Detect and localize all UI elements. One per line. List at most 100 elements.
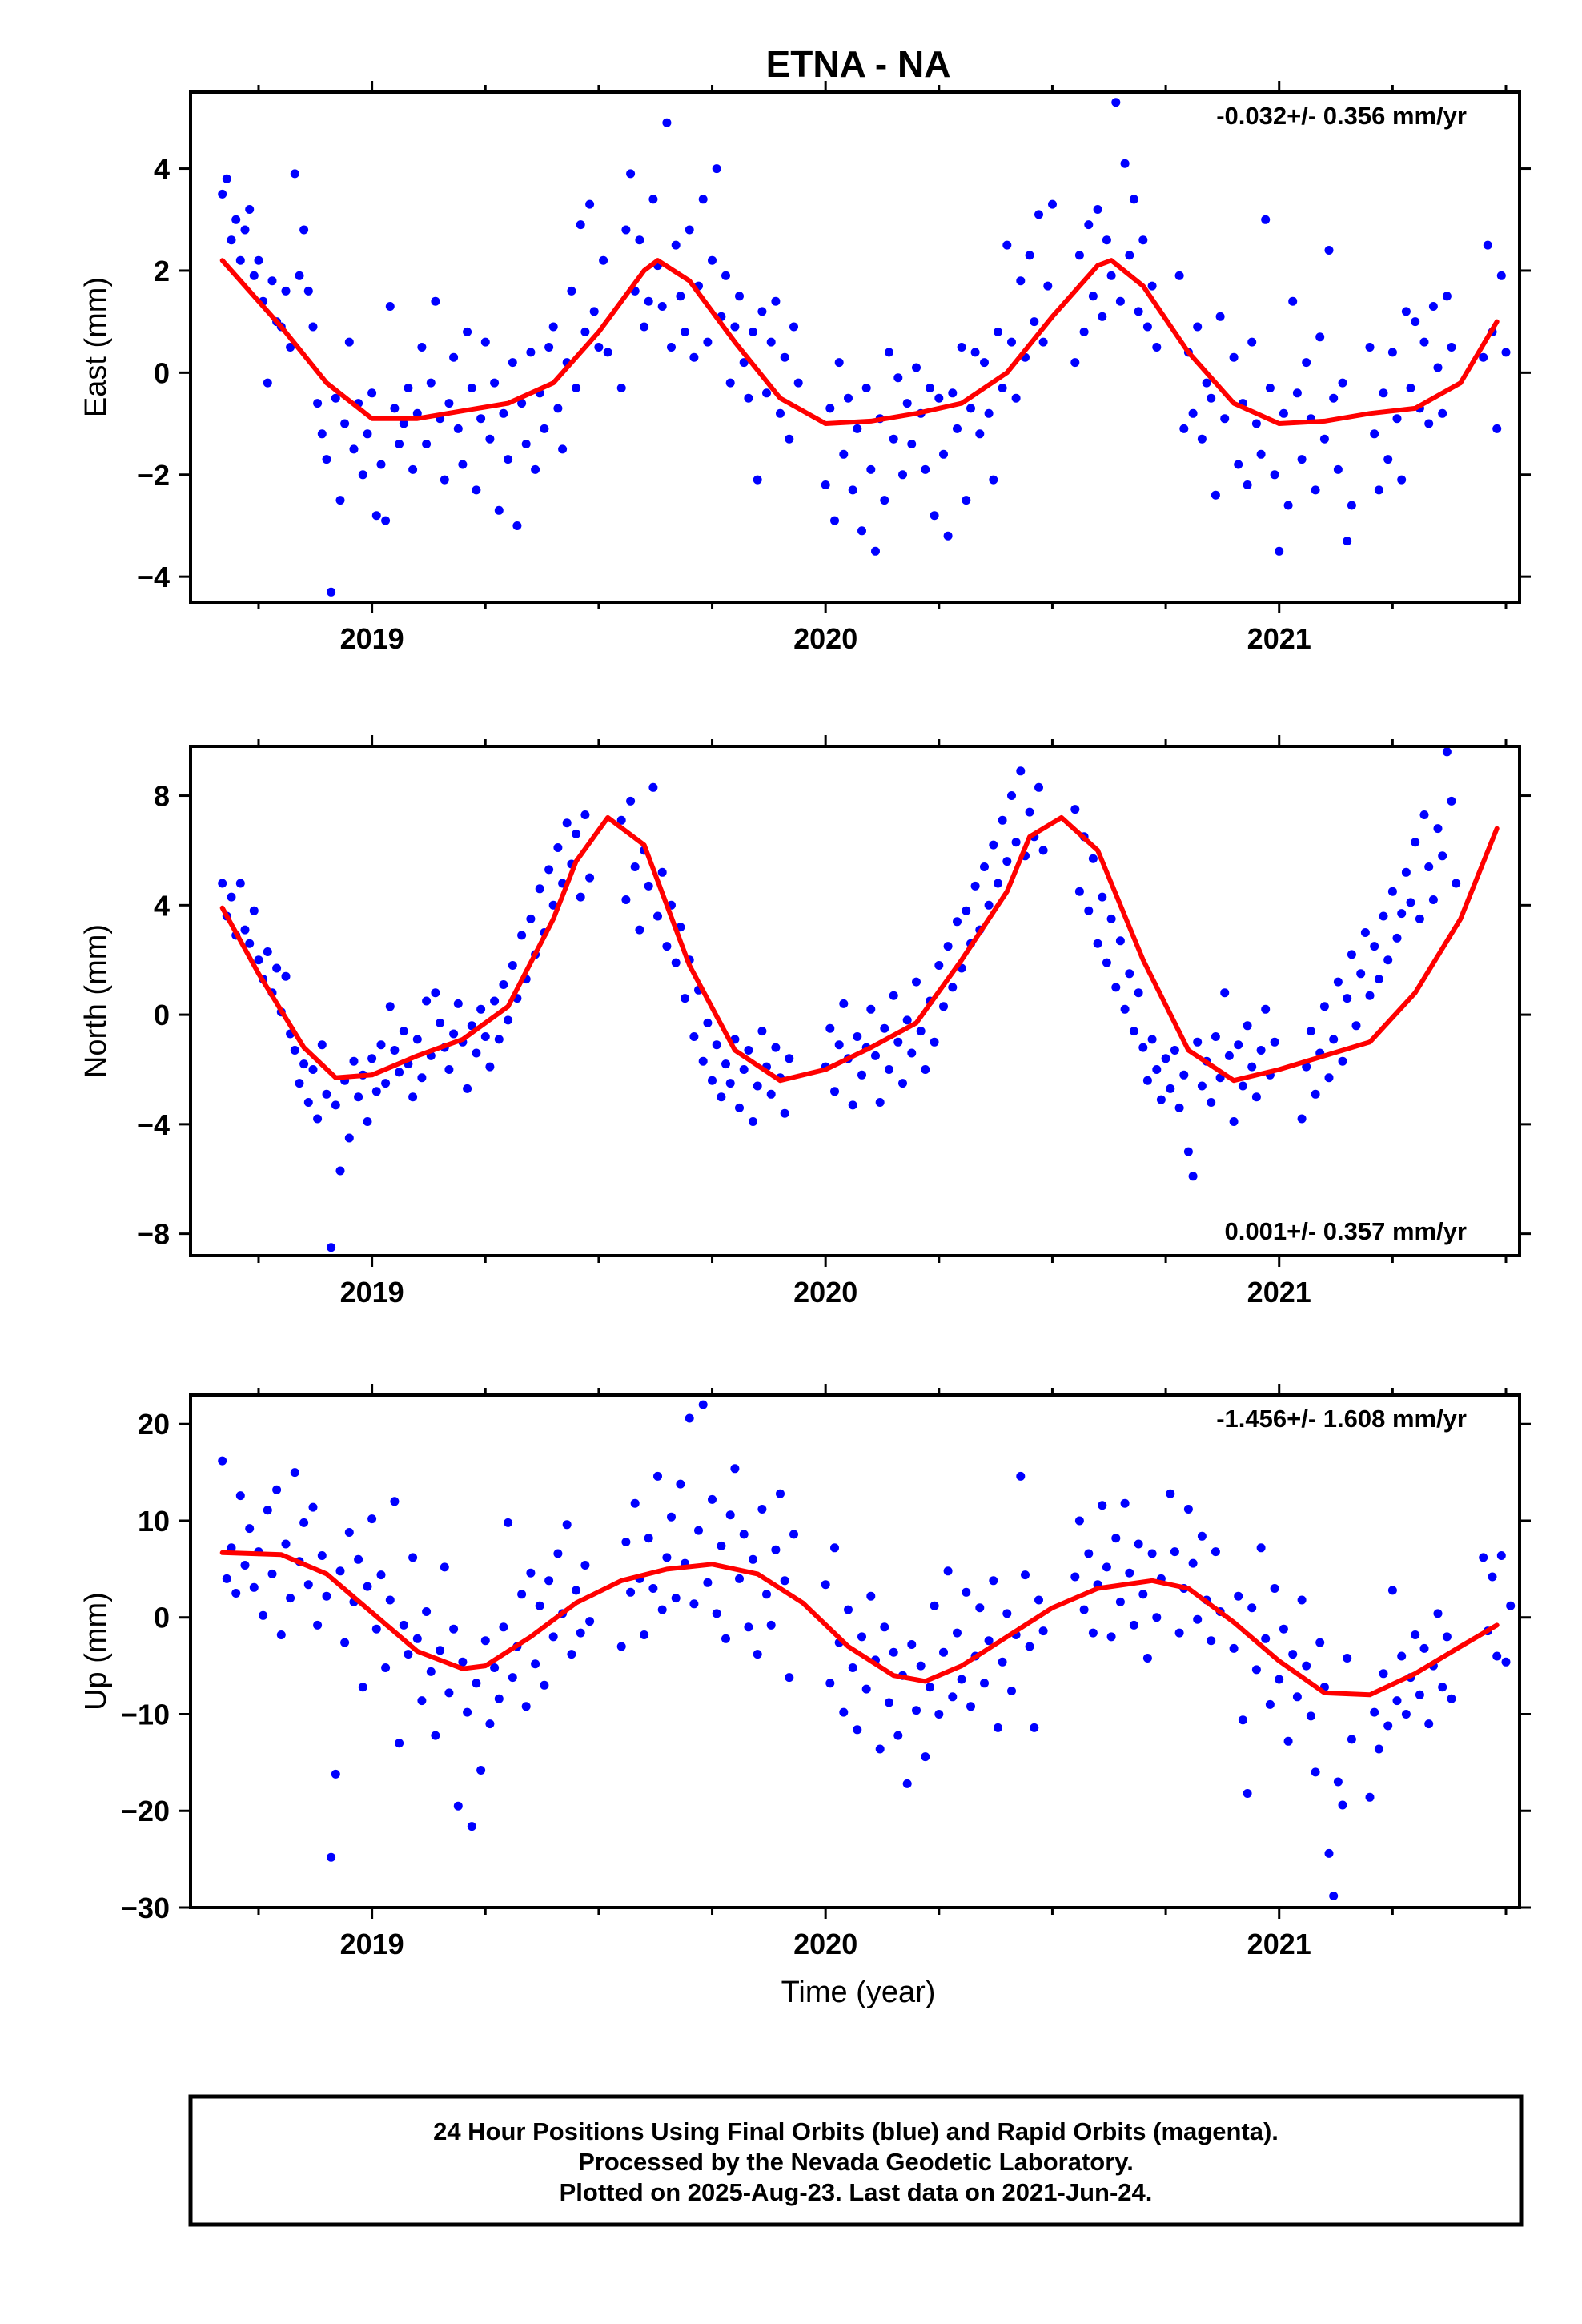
north-rate-label: 0.001+/- 0.357 mm/yr <box>1225 1217 1467 1245</box>
north-data-point <box>1038 846 1048 855</box>
up-data-point <box>1492 1651 1502 1661</box>
east-data-point <box>1411 317 1420 327</box>
up-data-point <box>916 1661 926 1671</box>
north-data-point <box>494 1035 504 1044</box>
north-data-point <box>1084 906 1094 915</box>
up-data-point <box>1115 1597 1125 1606</box>
east-data-point <box>553 404 563 413</box>
north-data-point <box>463 1084 472 1093</box>
up-data-point <box>267 1569 277 1578</box>
north-data-point <box>907 1048 917 1058</box>
north-data-point <box>1338 1056 1347 1066</box>
north-data-point <box>1224 1051 1234 1060</box>
up-data-point <box>404 1650 413 1659</box>
east-data-point <box>907 440 917 448</box>
north-data-point <box>766 1089 776 1099</box>
east-data-point <box>458 460 468 469</box>
up-data-point <box>721 1634 730 1643</box>
north-data-point <box>1297 1114 1307 1124</box>
east-data-point <box>848 485 857 495</box>
north-data-point <box>1333 977 1343 987</box>
up-data-point <box>1174 1628 1184 1638</box>
north-data-point <box>771 1043 781 1052</box>
north-data-point <box>572 829 581 838</box>
up-data-point <box>499 1622 508 1632</box>
up-data-point <box>1411 1630 1420 1639</box>
north-data-point <box>1392 933 1402 943</box>
north-data-point <box>385 1002 395 1011</box>
north-data-point <box>1360 928 1370 937</box>
east-data-point <box>930 511 939 521</box>
north-data-point <box>1306 1027 1315 1036</box>
north-data-point <box>417 1073 427 1083</box>
north-data-point <box>889 991 898 1000</box>
up-data-point <box>1424 1719 1434 1729</box>
north-data-point <box>476 1004 486 1014</box>
up-data-point <box>757 1505 767 1514</box>
east-data-point <box>753 475 762 485</box>
up-plot-frame <box>189 1393 1521 1909</box>
up-data-point <box>1188 1558 1198 1568</box>
north-data-point <box>943 942 953 951</box>
east-data-point <box>544 343 554 352</box>
north-data-point <box>994 879 1002 888</box>
x-axis-label: Time (year) <box>781 1976 936 2009</box>
up-data-point <box>1111 1534 1121 1543</box>
north-data-point <box>739 1065 749 1074</box>
up-data-point <box>1501 1657 1511 1667</box>
up-data-point <box>885 1698 893 1707</box>
east-data-point <box>1111 98 1121 107</box>
north-ytick-label: 4 <box>154 889 170 922</box>
up-y-axis-label: Up (mm) <box>79 1592 113 1711</box>
east-rate-label: -0.032+/- 0.356 mm/yr <box>1216 102 1467 130</box>
north-data-point <box>412 1035 422 1044</box>
up-data-point <box>1279 1624 1288 1634</box>
north-data-point <box>848 1100 857 1110</box>
north-data-point <box>712 1040 721 1050</box>
north-data-point <box>1379 911 1388 921</box>
north-data-point <box>1324 1073 1334 1083</box>
north-data-point <box>1442 747 1452 757</box>
north-data-point <box>1383 955 1393 965</box>
east-data-point <box>970 348 980 357</box>
up-data-point <box>1021 1570 1030 1580</box>
up-data-point <box>739 1530 749 1539</box>
up-ytick-label: 10 <box>138 1505 170 1538</box>
north-data-point <box>880 1023 889 1033</box>
east-data-point <box>1215 312 1225 321</box>
up-data-point <box>1324 1848 1334 1858</box>
east-data-point <box>1433 363 1443 372</box>
up-data-point <box>1038 1626 1048 1636</box>
up-data-point <box>1098 1501 1107 1510</box>
east-data-point <box>1229 352 1239 362</box>
up-data-point <box>440 1562 449 1572</box>
east-data-point <box>408 464 418 474</box>
up-data-point <box>485 1719 495 1729</box>
north-ytick-label: 0 <box>154 999 170 1031</box>
north-data-point <box>235 879 245 888</box>
up-data-point <box>1261 1634 1271 1643</box>
up-data-point <box>1347 1735 1356 1744</box>
footer-box <box>188 2094 1524 2227</box>
east-data-point <box>776 408 785 418</box>
up-data-point <box>299 1518 309 1527</box>
north-data-point <box>644 881 653 891</box>
north-data-point <box>295 1079 304 1088</box>
east-data-point <box>789 322 798 332</box>
up-data-point <box>249 1582 259 1592</box>
north-data-point <box>1433 824 1443 834</box>
up-data-point <box>934 1710 944 1719</box>
up-data-point <box>576 1628 585 1638</box>
up-data-point <box>1088 1628 1098 1638</box>
up-data-point <box>1007 1687 1016 1695</box>
north-data-point <box>303 1098 313 1107</box>
up-ytick-label: −20 <box>121 1795 170 1827</box>
east-data-point <box>231 215 241 224</box>
north-data-point <box>249 906 259 915</box>
east-data-point <box>1129 195 1138 204</box>
east-data-point <box>689 352 699 362</box>
up-data-point <box>1070 1572 1080 1582</box>
north-data-point <box>698 1056 708 1066</box>
up-data-point <box>912 1706 921 1715</box>
east-data-point <box>1347 501 1356 510</box>
